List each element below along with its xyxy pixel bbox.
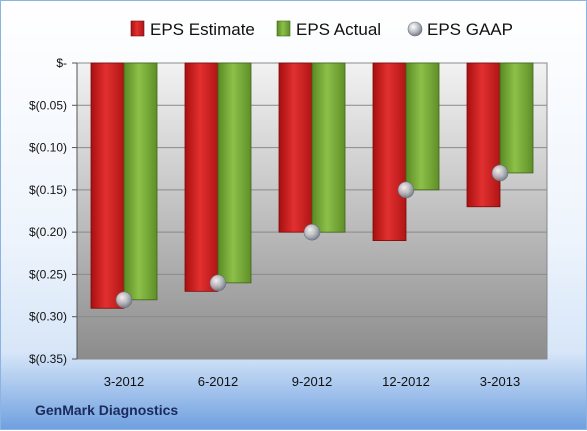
legend-item-eps-actual: EPS Actual [276, 20, 381, 39]
y-tick-label: $(0.35) [29, 352, 67, 366]
y-tick-label: $(0.20) [29, 225, 67, 239]
plot-area: $- $(0.05) $(0.10) $(0.15) $(0.20) $(0.25) $(0… [29, 56, 548, 389]
eps-actual-bar [123, 62, 158, 301]
eps-actual-bar [499, 62, 534, 174]
legend-label: EPS Estimate [150, 20, 255, 39]
company-name: GenMark Diagnostics [35, 402, 179, 418]
legend-swatch [130, 20, 145, 37]
eps-gaap-marker [115, 291, 133, 309]
eps-estimate-bar [90, 62, 125, 309]
legend-item-eps-gaap: EPS GAAP [407, 20, 513, 39]
legend-item-eps-estimate: EPS Estimate [130, 20, 255, 39]
y-tick-label: $(0.05) [29, 98, 67, 112]
y-tick-label: $(0.25) [29, 267, 67, 281]
legend-label: EPS GAAP [427, 20, 513, 39]
eps-actual-bar [217, 62, 252, 284]
legend-label: EPS Actual [296, 20, 381, 39]
x-tick-label: 9-2012 [292, 374, 332, 389]
y-tick-label: $(0.10) [29, 141, 67, 155]
eps-actual-bar [405, 62, 440, 191]
eps-gaap-marker [209, 274, 227, 292]
eps-gaap-marker [397, 181, 415, 199]
eps-gaap-marker [303, 223, 321, 241]
x-tick-label: 6-2012 [198, 374, 238, 389]
x-tick-label: 12-2012 [382, 374, 430, 389]
x-tick-label: 3-2012 [104, 374, 144, 389]
eps-estimate-bar [184, 62, 219, 292]
chart-legend: EPS Estimate EPS Actual EPS GAAP [130, 20, 513, 39]
eps-actual-bar [311, 62, 346, 233]
y-tick-label: $(0.30) [29, 310, 67, 324]
eps-estimate-bar [466, 62, 501, 208]
y-tick-label: $(0.15) [29, 183, 67, 197]
eps-gaap-marker [491, 164, 509, 182]
y-tick-label: $- [56, 56, 67, 70]
legend-swatch [276, 20, 291, 37]
x-tick-label: 3-2013 [480, 374, 520, 389]
eps-estimate-bar [278, 62, 313, 233]
eps-estimate-bar [372, 62, 407, 242]
legend-swatch [407, 21, 423, 37]
